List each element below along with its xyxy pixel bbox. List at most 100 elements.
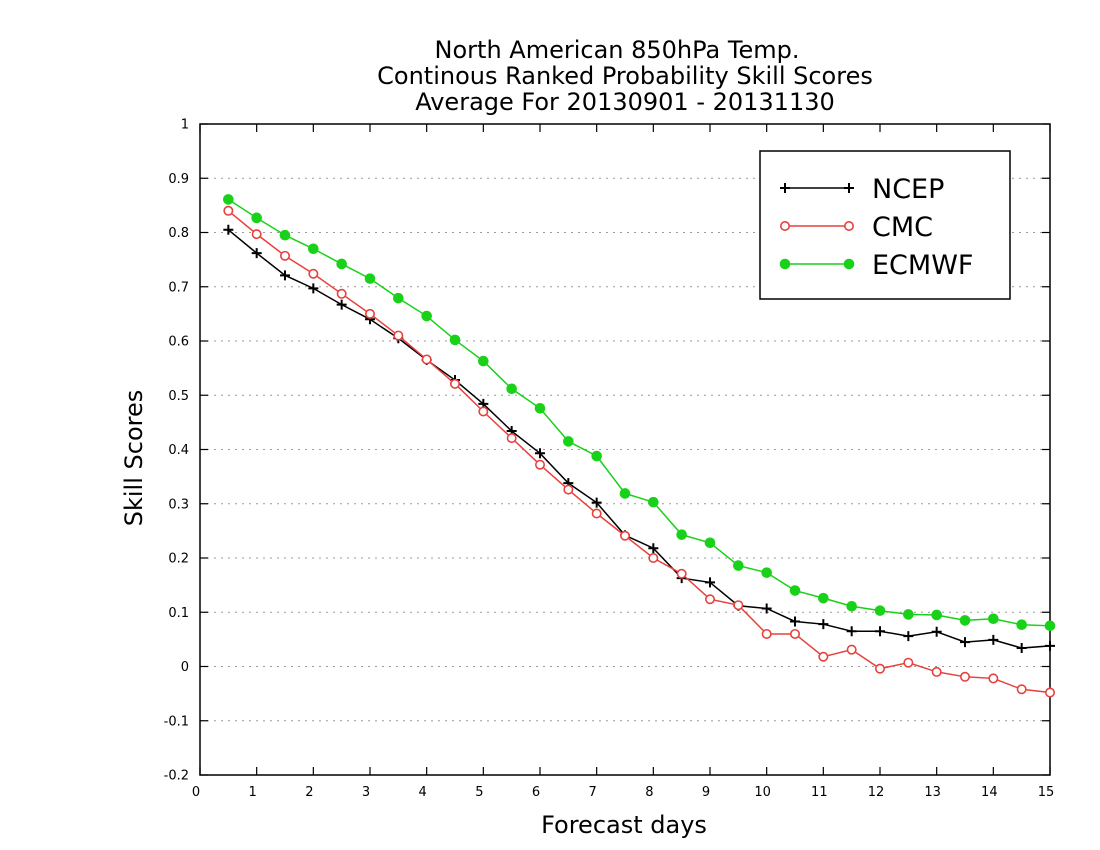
x-tick-label: 4 (419, 785, 427, 800)
series-ncep-point (535, 448, 545, 459)
legend-box (759, 150, 1011, 300)
series-cmc-point (563, 484, 574, 495)
series-ncep-point (903, 631, 914, 642)
y-tick-label: 0.3 (168, 497, 189, 512)
x-tick-label: 1 (249, 785, 257, 800)
series-ecmwf-point (279, 229, 291, 241)
series-ncep-point (931, 626, 942, 637)
y-tick-label: 0.2 (168, 552, 189, 567)
series-ncep-point (308, 283, 319, 294)
legend-marker (844, 183, 854, 193)
series-ecmwf-point (364, 273, 376, 284)
series-cmc-point (478, 406, 489, 417)
series-cmc-point (903, 657, 914, 668)
series-cmc-point (506, 433, 517, 444)
y-tick-label: 0.9 (168, 172, 189, 187)
series-ncep-point (223, 224, 234, 235)
series-ncep-point (648, 543, 659, 554)
chart-title-line-3: Average For 20130901 - 20131130 (415, 88, 835, 116)
x-tick-label: 3 (362, 785, 370, 800)
series-cmc-point (931, 666, 942, 677)
series-ecmwf-point (534, 402, 546, 414)
series-ecmwf-point (648, 496, 659, 508)
series-ecmwf-point (506, 383, 517, 395)
series-ncep-point (280, 270, 290, 281)
x-tick-label: 6 (532, 785, 540, 800)
series-ecmwf-point (223, 194, 234, 205)
series-cmc-point (874, 663, 885, 674)
series-ecmwf-point (308, 243, 319, 255)
series-cmc-point (704, 594, 715, 605)
series-ncep-point (790, 616, 800, 627)
series-cmc-point (619, 530, 630, 541)
series-cmc-point (676, 568, 687, 579)
series-ecmwf-point (903, 609, 914, 620)
x-tick-label: 10 (754, 785, 771, 800)
chart-title-line-2: Continous Ranked Probability Skill Score… (377, 62, 873, 90)
series-ecmwf-point (959, 615, 971, 626)
series-ecmwf (223, 194, 1056, 632)
series-cmc-point (449, 378, 460, 389)
chart-title: North American 850hPa Temp. Continous Ra… (377, 36, 873, 116)
y-axis-label: Skill Scores (120, 390, 148, 527)
legend: NCEP CMC ECMWF (759, 150, 1011, 300)
x-tick-label: 2 (305, 785, 313, 800)
legend-marker (843, 221, 854, 232)
x-tick-label: 0 (192, 785, 200, 800)
series-ncep-point (1016, 643, 1027, 654)
series-ecmwf-point (1016, 619, 1027, 631)
series-ecmwf-point (733, 560, 744, 571)
series-ecmwf-point (421, 310, 432, 322)
series-cmc-point (648, 552, 659, 563)
series-cmc-point (223, 205, 234, 216)
series-ncep-point (705, 577, 715, 588)
y-tick-label: -0.1 (164, 714, 189, 729)
series-cmc-point (789, 628, 800, 639)
legend-label: NCEP (872, 174, 944, 205)
series-cmc-point (251, 229, 262, 240)
series-ecmwf-point (591, 450, 602, 462)
x-axis-label: Forecast days (541, 811, 707, 839)
chart-title-line-1: North American 850hPa Temp. (435, 36, 800, 64)
series-ecmwf-point (676, 529, 687, 540)
y-tick-label: 0.4 (168, 443, 189, 458)
series-cmc-point (988, 673, 999, 684)
x-tick-label: 15 (1038, 785, 1055, 800)
y-axis: -0.2 -0.1 0 0.1 0.2 0.3 0.4 0.5 0.6 0.7 0.8 0.9 1 (164, 118, 1050, 784)
series-cmc-point (336, 288, 347, 299)
y-tick-label: 0.7 (168, 280, 189, 295)
series-cmc-point (393, 330, 404, 341)
series-ncep-point (336, 299, 347, 310)
series-ncep-point (846, 626, 857, 637)
series-ecmwf-point (704, 537, 716, 549)
legend-label: CMC (872, 212, 933, 243)
series-ncep-point (251, 248, 262, 259)
series-ecmwf-point (251, 212, 262, 224)
series-ecmwf-point (931, 609, 942, 621)
series-cmc-point (279, 250, 290, 261)
series-ecmwf-point (1044, 620, 1056, 632)
x-tick-label: 14 (981, 785, 998, 800)
y-tick-label: 0.6 (168, 335, 189, 350)
series-cmc-point (421, 354, 432, 365)
y-tick-label: 0.8 (168, 226, 189, 241)
series-ecmwf-point (619, 488, 631, 499)
x-tick-label: 7 (589, 785, 597, 800)
legend-marker (779, 258, 791, 270)
series-cmc-point (308, 268, 319, 279)
series-ncep-point (591, 497, 602, 508)
series-ecmwf-point (988, 613, 999, 625)
series-cmc-point (1016, 684, 1027, 695)
x-tick-label: 13 (924, 785, 941, 800)
legend-marker (779, 221, 790, 232)
series-cmc-point (534, 459, 545, 470)
x-tick-label: 9 (702, 785, 710, 800)
series-ncep-point (761, 603, 772, 614)
legend-marker (780, 183, 790, 193)
series-ecmwf-point (563, 436, 574, 447)
series-ecmwf-point (449, 334, 461, 346)
series-cmc-point (364, 308, 375, 319)
series-ecmwf-point (336, 258, 347, 270)
series-ncep-point (1045, 640, 1055, 651)
